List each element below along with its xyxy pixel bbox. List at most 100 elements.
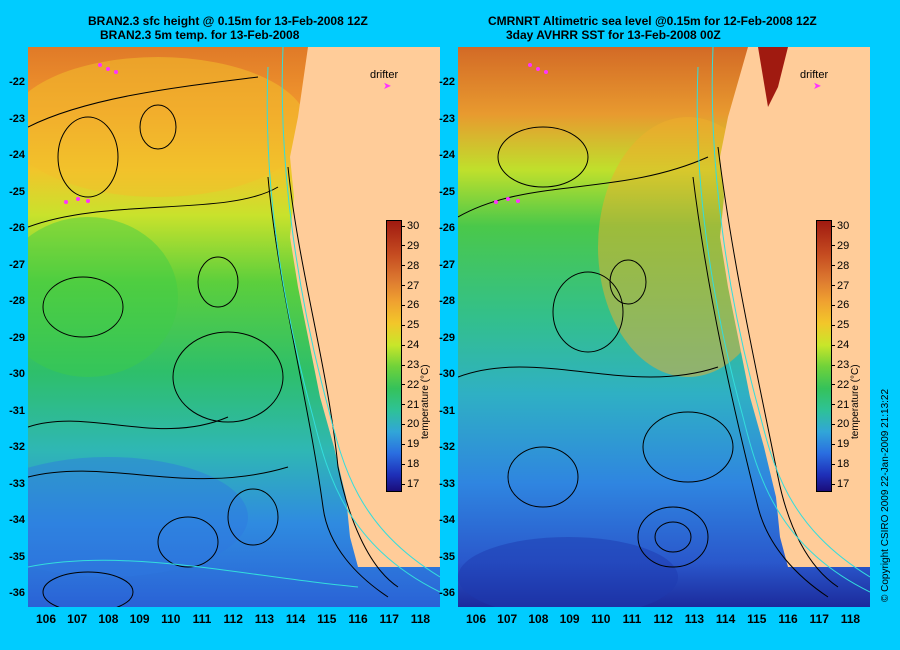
right-land-dark-edge [758, 47, 788, 107]
latitude-label: -29 [9, 331, 25, 344]
latitude-label: -32 [439, 441, 455, 453]
left-warm-patch [28, 57, 308, 197]
right-colorbar-ticks: 30 29 28 27 26 25 24 23 22 21 20 19 18 17 [832, 220, 858, 490]
longitude-label: 110 [161, 612, 181, 626]
longitude-label: 117 [809, 612, 829, 626]
latitude-label: -28 [9, 295, 25, 307]
colorbar-tick: 23 [402, 359, 419, 371]
colorbar-tick: 28 [832, 260, 849, 272]
latitude-label: -27 [9, 258, 25, 271]
colorbar-tick: 19 [402, 438, 419, 450]
colorbar-tick: 22 [832, 379, 849, 391]
longitude-label: 108 [98, 612, 119, 626]
latitude-label: -25 [439, 185, 455, 198]
latitude-label: -30 [439, 368, 455, 380]
longitude-label: 115 [317, 612, 337, 626]
left-colorbar-label: temperature (°C) [420, 364, 431, 439]
latitude-label: -22 [9, 76, 25, 88]
colorbar-tick: 29 [832, 240, 849, 252]
left-contours [28, 76, 399, 607]
colorbar-tick: 26 [832, 299, 849, 311]
colorbar-tick: 20 [402, 418, 419, 430]
longitude-label: 114 [285, 612, 306, 626]
colorbar-tick: 27 [832, 280, 849, 292]
colorbar-tick: 18 [832, 458, 849, 470]
longitude-label: 109 [559, 612, 580, 626]
latitude-label: -31 [9, 404, 25, 417]
right-drifter-arrow: ➤ [813, 81, 822, 92]
colorbar-tick: 17 [402, 478, 419, 490]
right-cold-patch [458, 537, 678, 607]
right-isobaths [696, 47, 870, 593]
latitude-label: -24 [439, 149, 455, 161]
longitude-label: 111 [622, 612, 642, 626]
longitude-label: 112 [223, 612, 243, 626]
left-colorbar-ticks: 30 29 28 27 26 25 24 23 22 21 20 19 18 17 [402, 220, 428, 490]
right-land [720, 47, 870, 567]
right-drifter-label: drifter [800, 69, 829, 81]
colorbar-tick: 24 [402, 339, 419, 351]
colorbar-tick: 21 [832, 399, 849, 411]
right-title-line2: 3day AVHRR SST for 13-Feb-2008 00Z [506, 28, 721, 42]
longitude-label: 110 [591, 612, 611, 626]
colorbar-tick: 25 [402, 319, 419, 331]
latitude-label: -24 [9, 149, 25, 161]
longitude-label: 107 [497, 612, 518, 626]
left-isobaths [28, 47, 440, 593]
latitude-label: -26 [439, 222, 455, 234]
left-latitude-labels: -22 -23 -24 -25 -26 -27 -28 -29 -30 -31 -32 -33 -34 -… [2, 47, 28, 607]
colorbar-tick: 19 [832, 438, 849, 450]
colorbar-tick: 25 [832, 319, 849, 331]
colorbar-tick: 21 [402, 399, 419, 411]
latitude-label: -23 [9, 112, 25, 125]
longitude-label: 112 [653, 612, 673, 626]
latitude-label: -29 [439, 331, 455, 344]
longitude-label: 106 [465, 612, 487, 626]
latitude-label: -30 [9, 368, 25, 380]
latitude-label: -32 [9, 441, 25, 453]
right-colorbar [816, 220, 832, 492]
left-blue-patch [28, 457, 248, 577]
colorbar-tick: 17 [832, 478, 849, 490]
colorbar-tick: 22 [402, 379, 419, 391]
colorbar-tick: 30 [832, 220, 849, 232]
longitude-label: 118 [410, 612, 431, 626]
latitude-label: -34 [9, 514, 25, 526]
colorbar-tick: 30 [402, 220, 419, 232]
longitude-label: 113 [684, 612, 705, 626]
longitude-label: 113 [254, 612, 275, 626]
colorbar-tick: 26 [402, 299, 419, 311]
latitude-label: -36 [9, 587, 25, 599]
latitude-label: -22 [439, 76, 455, 88]
right-latitude-labels: -22 -23 -24 -25 -26 -27 -28 -29 -30 -31 -32 -33 -34 -… [432, 47, 458, 607]
left-drifter-arrow: ➤ [383, 81, 392, 92]
colorbar-tick: 23 [832, 359, 849, 371]
latitude-label: -35 [439, 550, 455, 563]
latitude-label: -23 [439, 112, 455, 125]
left-map-panel[interactable]: drifter ➤ 30 29 28 27 26 25 24 23 22 21 20 19 18 17 t… [28, 47, 440, 607]
right-map-panel[interactable]: drifter ➤ 30 29 28 27 26 25 24 23 22 21 20 19 18 17 t… [458, 47, 870, 607]
right-contours [458, 126, 839, 598]
latitude-label: -31 [439, 404, 455, 417]
colorbar-tick: 18 [402, 458, 419, 470]
left-drifter-tracks [64, 63, 118, 204]
left-green-patch [28, 217, 178, 377]
copyright-credit: © Copyright CSIRO 2009 22-Jan-2009 21:13… [880, 388, 891, 602]
left-land [290, 47, 440, 567]
longitude-label: 106 [35, 612, 57, 626]
colorbar-tick: 27 [402, 280, 419, 292]
right-colorbar-label: temperature (°C) [850, 364, 861, 439]
longitude-label: 118 [840, 612, 861, 626]
longitude-label: 114 [715, 612, 736, 626]
latitude-label: -27 [439, 258, 455, 271]
colorbar-tick: 28 [402, 260, 419, 272]
right-title-line1: CMRNRT Altimetric sea level @0.15m for 1… [488, 14, 817, 28]
longitude-label: 116 [348, 612, 368, 626]
right-longitude-labels: 106 107 108 109 110 111 112 113 114 115 116 117 118 [458, 612, 870, 632]
longitude-label: 117 [379, 612, 399, 626]
colorbar-tick: 20 [832, 418, 849, 430]
latitude-label: -36 [439, 587, 455, 599]
longitude-label: 107 [67, 612, 88, 626]
right-drifter-tracks [494, 63, 548, 204]
left-longitude-labels: 106 107 108 109 110 111 112 113 114 115 116 117 118 [28, 612, 440, 632]
